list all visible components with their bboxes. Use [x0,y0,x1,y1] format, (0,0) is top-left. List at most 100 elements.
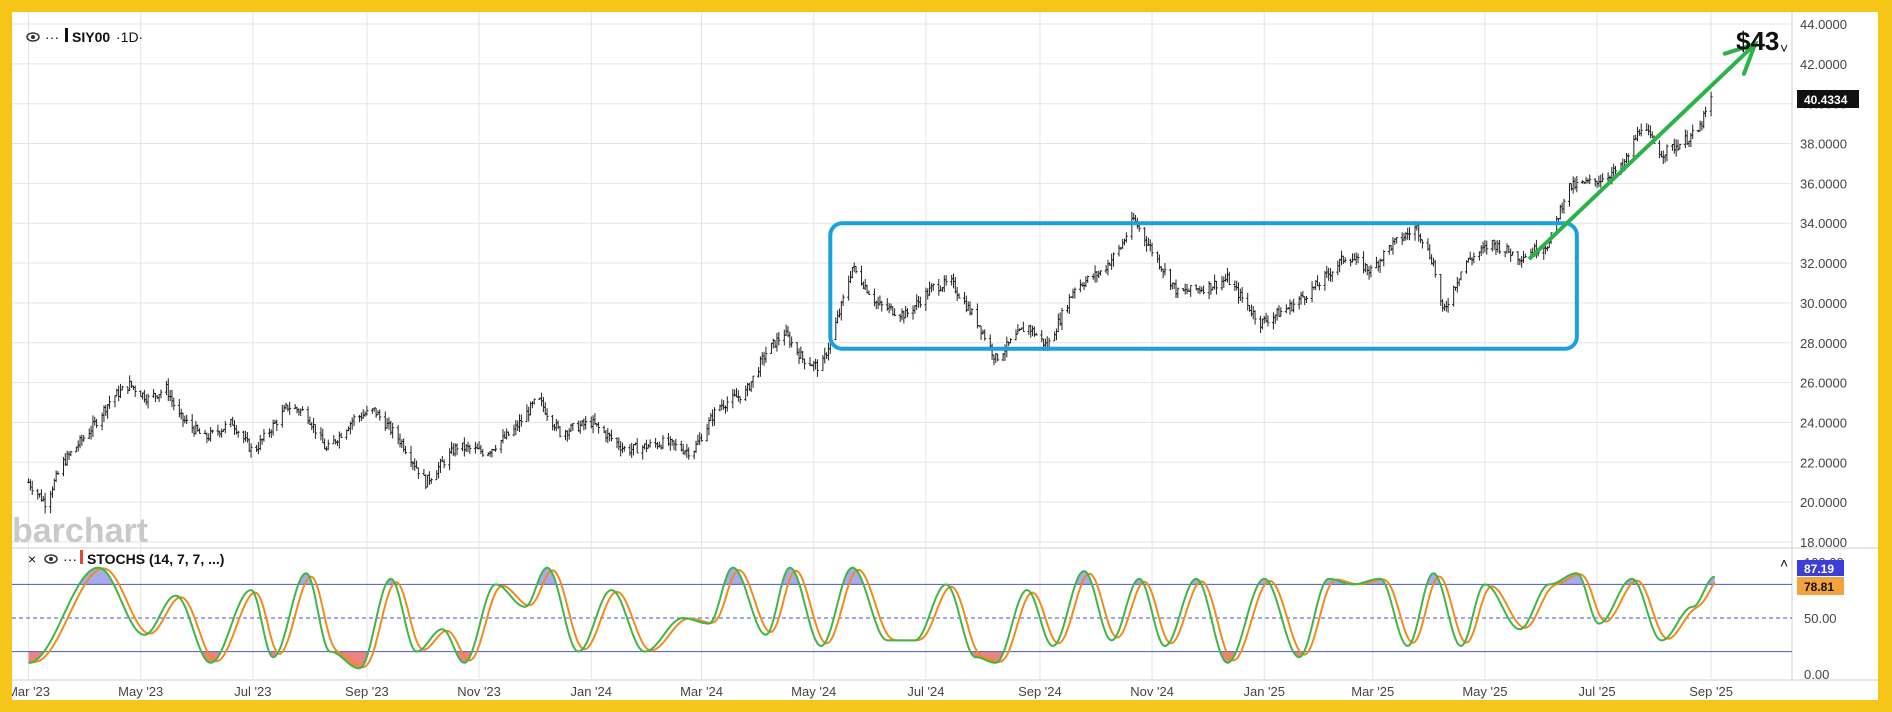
ohlc-bar [1444,300,1448,312]
ohlc-bar [863,278,867,291]
x-tick-label: Sep '23 [345,684,389,699]
ohlc-bar [1698,120,1702,132]
ohlc-bar [711,409,715,427]
ohlc-bar [527,406,531,422]
ohlc-bar [1328,268,1332,282]
chevron-down-icon[interactable]: ˅ [1780,40,1788,56]
ohlc-bar [1106,259,1110,276]
ohlc-bar [267,428,271,438]
ohlc-bar [1658,140,1662,159]
y-tick-label: 44.0000 [1800,17,1847,32]
study-menu-dots[interactable]: ··· [63,551,77,567]
ohlc-bar [1174,279,1178,299]
ohlc-bar [698,432,702,446]
ohlc-bar [415,460,419,469]
ohlc-bar [1472,252,1476,264]
ohlc-bar [1305,295,1309,303]
ohlc-bar [1636,126,1640,142]
y-tick-label: 38.0000 [1800,137,1847,152]
ohlc-bar [130,380,134,389]
study-header: × ··· STOCHS (14, 7, 7, ...) ˄ [28,550,1788,571]
ohlc-bar [1222,276,1226,289]
ohlc-bar [1678,143,1682,150]
ohlc-bar [345,429,349,440]
ohlc-bar [133,385,137,397]
ohlc-bar [1637,129,1641,136]
ohlc-bar [931,283,935,291]
ohlc-bar [900,308,904,321]
ohlc-bar [672,440,676,451]
ohlc-bar [82,435,86,442]
x-tick-label: Mar '23 [12,684,50,699]
ohlc-bar [288,401,292,415]
ohlc-bar [860,265,864,286]
collapse-icon[interactable]: ˄ [1780,555,1788,571]
ohlc-bar [1123,238,1126,246]
ohlc-bar [764,346,768,363]
ohlc-bar [402,438,406,453]
ohlc-bar [159,389,163,399]
ohlc-bar [1420,239,1424,249]
ohlc-bar [1159,266,1163,272]
grid [12,12,1878,681]
ohlc-bar [1479,245,1483,257]
ohlc-bar [992,354,996,366]
ohlc-bar [1648,125,1652,139]
ohlc-bar [1498,240,1502,254]
ohlc-bar [1691,124,1695,140]
ohlc-bar [720,399,724,411]
ohlc-bar [43,492,47,514]
y-tick-label: 26.0000 [1800,376,1847,391]
ohlc-bar [1065,304,1069,313]
ohlc-bar [696,434,700,445]
ohlc-bar [735,388,739,398]
ohlc-bar [519,414,523,427]
ohlc-bar [939,285,943,292]
ohlc-bar [258,434,262,451]
ohlc-bar [1080,282,1084,287]
ohlc-bar [554,418,558,432]
ohlc-bar [757,367,761,378]
ohlc-bar [361,409,365,419]
menu-dots[interactable]: ··· [45,29,59,45]
ohlc-bar [722,400,726,410]
ohlc-bar [1317,282,1321,291]
ohlc-bar [350,417,354,430]
eye-icon[interactable] [26,32,40,42]
ohlc-bar [951,273,955,289]
close-study-icon[interactable]: × [28,551,36,567]
ohlc-bar [1433,259,1437,278]
ohlc-bar [567,428,571,440]
chart-canvas[interactable]: 18.0000 20.0000 22.0000 24.0000 26.0000 28.00… [12,12,1878,700]
ohlc-bar [435,470,439,481]
ohlc-bar [1156,251,1160,263]
ohlc-bar [1202,285,1206,295]
ohlc-bar [902,310,906,324]
ohlc-bar [777,331,781,346]
ohlc-bar [1227,271,1231,286]
ohlc-bar [172,397,176,411]
ohlc-bar [1198,285,1202,295]
last-price-value: 40.4334 [1804,93,1848,107]
ohlc-bar [1034,332,1038,336]
ohlc-bar [166,378,170,401]
ohlc-bar [139,390,143,398]
ohlc-bar [648,439,652,448]
stoch-k-line [28,566,1716,670]
ohlc-bar [41,495,45,502]
ohlc-bar [157,394,161,402]
ohlc-bar [1672,138,1676,154]
ohlc-bar [352,414,356,427]
study-eye-icon[interactable] [44,554,58,564]
ohlc-bar [983,329,987,341]
ohlc-bar [337,431,341,449]
ohlc-bar [319,427,323,441]
ohlc-bar [1124,232,1128,243]
ohlc-bar [799,346,803,359]
ohlc-bar [236,430,240,438]
ohlc-bar [313,424,317,439]
ohlc-bar [461,442,465,452]
ohlc-bar [1163,263,1167,276]
ohlc-bar [655,442,659,450]
k-value: 87.19 [1804,562,1834,576]
